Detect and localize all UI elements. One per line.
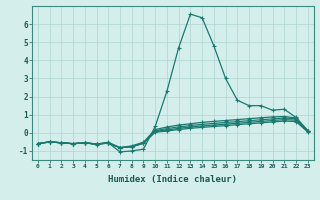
- X-axis label: Humidex (Indice chaleur): Humidex (Indice chaleur): [108, 175, 237, 184]
